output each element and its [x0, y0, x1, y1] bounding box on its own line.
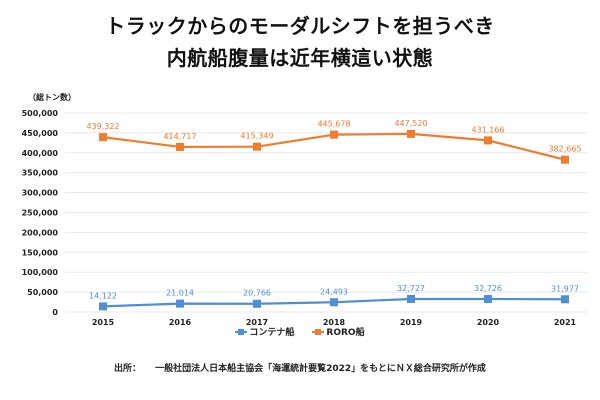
data-point-marker — [99, 133, 107, 142]
x-tick-label: 2019 — [400, 318, 423, 327]
data-label: 14,122 — [89, 291, 117, 300]
data-point-marker — [407, 294, 415, 303]
y-tick-label: 250,000 — [22, 209, 59, 218]
data-point-marker — [253, 299, 261, 308]
data-point-marker — [484, 294, 492, 303]
data-label: 32,726 — [474, 284, 502, 293]
data-label: 447,520 — [394, 119, 427, 128]
data-point-marker — [176, 299, 184, 308]
source-note: 出所： 一般社団法人日本船主協会「海運統計要覧2022」をもとにＮＸ総合研究所が作… — [0, 361, 600, 374]
data-label: 31,977 — [551, 284, 579, 293]
chart-title-line-2: 内航船腹量は近年横這い状態 — [166, 46, 434, 70]
data-label: 382,665 — [548, 145, 581, 154]
data-label: 445,678 — [317, 120, 350, 129]
data-point-marker — [99, 302, 107, 311]
y-axis-ticks: 0 50,000 100,000 150,000 200,000 250,000 300,0… — [22, 109, 59, 317]
data-point-marker — [561, 155, 569, 164]
y-tick-label: 200,000 — [22, 228, 59, 237]
legend-swatch-blue-icon — [235, 328, 248, 335]
y-tick-label: 0 — [52, 308, 58, 317]
data-point-marker — [484, 136, 492, 145]
legend-label: RORO船 — [326, 328, 365, 338]
x-axis-ticks: 2015 2016 2017 2018 2019 2020 2021 — [92, 318, 577, 327]
data-labels: 14,122 21,014 20,766 24,493 32,727 32,726 31,9… — [86, 119, 581, 300]
data-point-marker — [253, 142, 261, 151]
x-tick-label: 2018 — [323, 318, 346, 327]
data-label: 431,166 — [471, 125, 504, 134]
legend-item-roro-ship[interactable]: RORO船 — [312, 325, 365, 338]
legend-swatch-orange-icon — [312, 328, 325, 335]
x-tick-label: 2021 — [554, 318, 577, 327]
data-label: 414,717 — [163, 132, 196, 141]
x-tick-label: 2016 — [169, 318, 192, 327]
y-tick-label: 350,000 — [22, 169, 59, 178]
legend: コンテナ船 RORO船 — [0, 325, 600, 338]
source-text: 一般社団法人日本船主協会「海運統計要覧2022」をもとにＮＸ総合研究所が作成 — [155, 364, 486, 374]
x-tick-label: 2015 — [92, 318, 115, 327]
series-markers — [99, 129, 569, 311]
data-label: 21,014 — [166, 289, 194, 298]
data-label: 24,493 — [320, 287, 348, 296]
y-tick-label: 100,000 — [22, 268, 59, 277]
source-label: 出所： — [114, 364, 142, 374]
y-tick-label: 500,000 — [22, 109, 59, 118]
legend-label: コンテナ船 — [249, 328, 295, 338]
legend-item-container-ship[interactable]: コンテナ船 — [235, 325, 294, 338]
data-label: 415,349 — [240, 132, 273, 141]
y-tick-label: 50,000 — [27, 288, 58, 297]
data-point-marker — [330, 298, 338, 307]
x-tick-label: 2020 — [477, 318, 500, 327]
x-tick-label: 2017 — [246, 318, 268, 327]
y-tick-label: 450,000 — [22, 129, 59, 138]
y-tick-label: 150,000 — [22, 248, 59, 257]
data-point-marker — [561, 295, 569, 304]
y-tick-label: 400,000 — [22, 149, 59, 158]
y-axis-unit-label: （総トン数） — [28, 93, 76, 102]
data-label: 20,766 — [243, 289, 271, 298]
series-lines — [102, 132, 566, 308]
chart-title-line-1: トラックからのモーダルシフトを担うべき — [105, 14, 495, 38]
gridlines — [65, 112, 588, 313]
data-label: 32,727 — [397, 284, 425, 293]
y-tick-label: 300,000 — [22, 189, 59, 198]
data-label: 439,322 — [86, 122, 119, 131]
data-point-marker — [330, 130, 338, 139]
data-point-marker — [407, 129, 415, 138]
data-point-marker — [176, 142, 184, 151]
